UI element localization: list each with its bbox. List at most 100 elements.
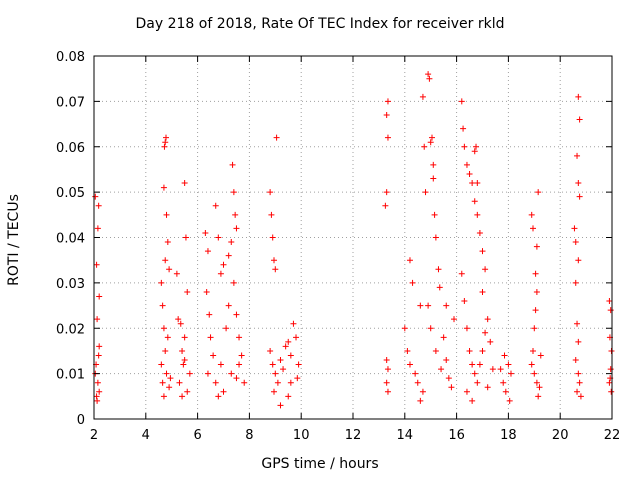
data-point <box>384 388 391 395</box>
data-point <box>497 366 504 373</box>
data-point <box>181 180 188 187</box>
y-tick-label: 0.02 <box>56 322 85 337</box>
data-point <box>230 189 237 196</box>
data-point <box>294 375 301 382</box>
data-point <box>401 325 408 332</box>
data-point <box>469 397 476 404</box>
data-point <box>507 370 514 377</box>
data-point <box>232 211 239 218</box>
data-point <box>425 71 432 78</box>
data-point <box>162 139 169 146</box>
data-point <box>267 347 274 354</box>
data-point <box>93 261 100 268</box>
data-point <box>432 347 439 354</box>
data-point <box>160 184 167 191</box>
data-point <box>469 361 476 368</box>
data-point <box>382 202 389 209</box>
y-tick-label: 0.03 <box>56 277 85 292</box>
data-point <box>422 189 429 196</box>
data-point <box>500 379 507 386</box>
data-point <box>212 379 219 386</box>
data-point <box>406 257 413 264</box>
data-point <box>236 361 243 368</box>
data-point <box>269 234 276 241</box>
y-tick-label: 0.08 <box>56 50 85 65</box>
data-point <box>217 270 224 277</box>
data-point <box>229 161 236 168</box>
data-point <box>202 229 209 236</box>
data-point <box>383 111 390 118</box>
data-point <box>280 366 287 373</box>
data-point <box>162 347 169 354</box>
data-point <box>184 388 191 395</box>
data-point <box>607 366 614 373</box>
data-point <box>484 384 491 391</box>
data-point <box>426 75 433 82</box>
data-point <box>225 302 232 309</box>
data-point <box>476 361 483 368</box>
data-point <box>186 370 193 377</box>
data-point <box>384 134 391 141</box>
data-point <box>175 316 182 323</box>
data-point <box>484 316 491 323</box>
data-point <box>535 393 542 400</box>
data-point <box>607 307 614 314</box>
data-point <box>487 338 494 345</box>
data-point <box>383 357 390 364</box>
data-point <box>230 279 237 286</box>
data-point <box>419 93 426 100</box>
data-point <box>574 320 581 327</box>
data-point <box>181 334 188 341</box>
data-point <box>414 379 421 386</box>
data-point <box>501 352 508 359</box>
data-point <box>479 288 486 295</box>
data-point <box>466 347 473 354</box>
data-point <box>531 325 538 332</box>
data-point <box>537 352 544 359</box>
data-point <box>180 361 187 368</box>
data-point <box>502 388 509 395</box>
data-point <box>576 379 583 386</box>
data-point <box>158 279 165 286</box>
data-point <box>482 266 489 273</box>
data-point <box>295 361 302 368</box>
data-point <box>293 334 300 341</box>
data-point <box>267 189 274 196</box>
x-tick-label: 8 <box>245 428 253 443</box>
data-point <box>606 298 613 305</box>
data-point <box>287 379 294 386</box>
x-tick-label: 22 <box>604 428 621 443</box>
data-point <box>489 366 496 373</box>
data-point <box>383 189 390 196</box>
x-tick-label: 4 <box>142 428 150 443</box>
data-point <box>417 302 424 309</box>
data-point <box>204 248 211 255</box>
data-point <box>166 384 173 391</box>
data-point <box>438 366 445 373</box>
data-point <box>482 329 489 336</box>
y-tick-label: 0.01 <box>56 368 85 383</box>
data-point <box>220 388 227 395</box>
x-tick-label: 20 <box>552 428 569 443</box>
data-point <box>427 139 434 146</box>
data-point <box>572 357 579 364</box>
x-tick-label: 14 <box>397 428 414 443</box>
data-point <box>575 338 582 345</box>
data-point <box>575 180 582 187</box>
data-point <box>228 370 235 377</box>
y-tick-label: 0 <box>77 413 85 428</box>
data-point <box>530 347 537 354</box>
data-point <box>427 325 434 332</box>
data-point <box>233 311 240 318</box>
data-points <box>92 71 615 409</box>
data-point <box>290 320 297 327</box>
data-point <box>474 180 481 187</box>
data-point <box>479 248 486 255</box>
data-point <box>435 266 442 273</box>
data-point <box>95 352 102 359</box>
data-point <box>96 343 103 350</box>
data-point <box>463 388 470 395</box>
data-point <box>225 252 232 259</box>
data-point <box>273 134 280 141</box>
data-point <box>177 320 184 327</box>
